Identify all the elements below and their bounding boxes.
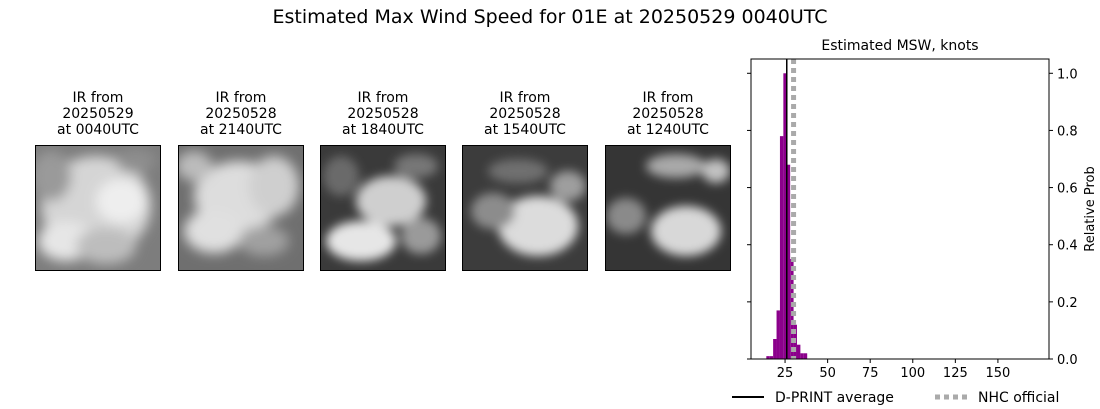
histogram-bar [786,164,791,359]
y-axis-label: Relative Prob [1083,166,1098,251]
axes-frame [750,58,1050,360]
histogram-bar [800,353,804,359]
x-tick-label: 50 [819,366,836,381]
x-tick-label: 75 [862,366,879,381]
y-tick-label: 0.4 [1057,239,1078,254]
ir-panel-title: IR from 20250528 at 1540UTC [484,90,566,138]
histogram-bar [766,356,770,359]
legend-nhc-label: NHC official [978,390,1059,406]
reference-lines [786,59,797,359]
x-tick-label: 150 [986,366,1011,381]
ir-image [462,145,588,271]
histogram-bar [769,356,774,359]
histogram-bar [779,136,784,359]
chart-title: Estimated MSW, knots [821,38,978,54]
y-tick-label: 0.2 [1057,296,1078,311]
figure-title: Estimated Max Wind Speed for 01E at 2025… [272,6,828,28]
histogram-bar [776,310,780,359]
histogram-bar [790,259,794,359]
y-tick-label: 1.0 [1057,67,1078,82]
histogram-bar [803,353,808,359]
legend-dprint-label: D-PRINT average [775,390,894,406]
ir-image [605,145,731,271]
ir-panel-2: IR from 20250528 at 2140UTC [178,90,304,271]
y-axis-ticks: 0.0 0.2 0.4 0.6 0.8 1.0 [747,67,1078,368]
ir-panel-4: IR from 20250528 at 1540UTC [462,90,588,271]
histogram-bar [783,73,787,360]
legend: D-PRINT average NHC official [732,390,1059,406]
x-tick-label: 100 [900,366,925,381]
y-tick-label: 0.8 [1057,124,1078,139]
y-tick-label: 0.6 [1057,182,1078,197]
ir-panel-3: IR from 20250528 at 1840UTC [320,90,446,271]
y-tick-label: 0.0 [1057,353,1078,368]
histogram-bar [796,344,801,359]
ir-panel-title: IR from 20250528 at 2140UTC [200,90,282,138]
ir-panel-title: IR from 20250529 at 0040UTC [57,90,139,138]
ir-image [178,145,304,271]
x-tick-label: 25 [777,366,794,381]
x-axis-ticks: 25 50 75 100 125 150 [777,359,1011,381]
x-tick-label: 125 [943,366,968,381]
ir-panel-1: IR from 20250529 at 0040UTC [35,90,161,271]
ir-panel-title: IR from 20250528 at 1840UTC [342,90,424,138]
ir-image [320,145,446,271]
histogram-bar [773,339,777,359]
ir-panel-5: IR from 20250528 at 1240UTC [605,90,731,271]
ir-image [35,145,161,271]
ir-panel-title: IR from 20250528 at 1240UTC [627,90,709,138]
